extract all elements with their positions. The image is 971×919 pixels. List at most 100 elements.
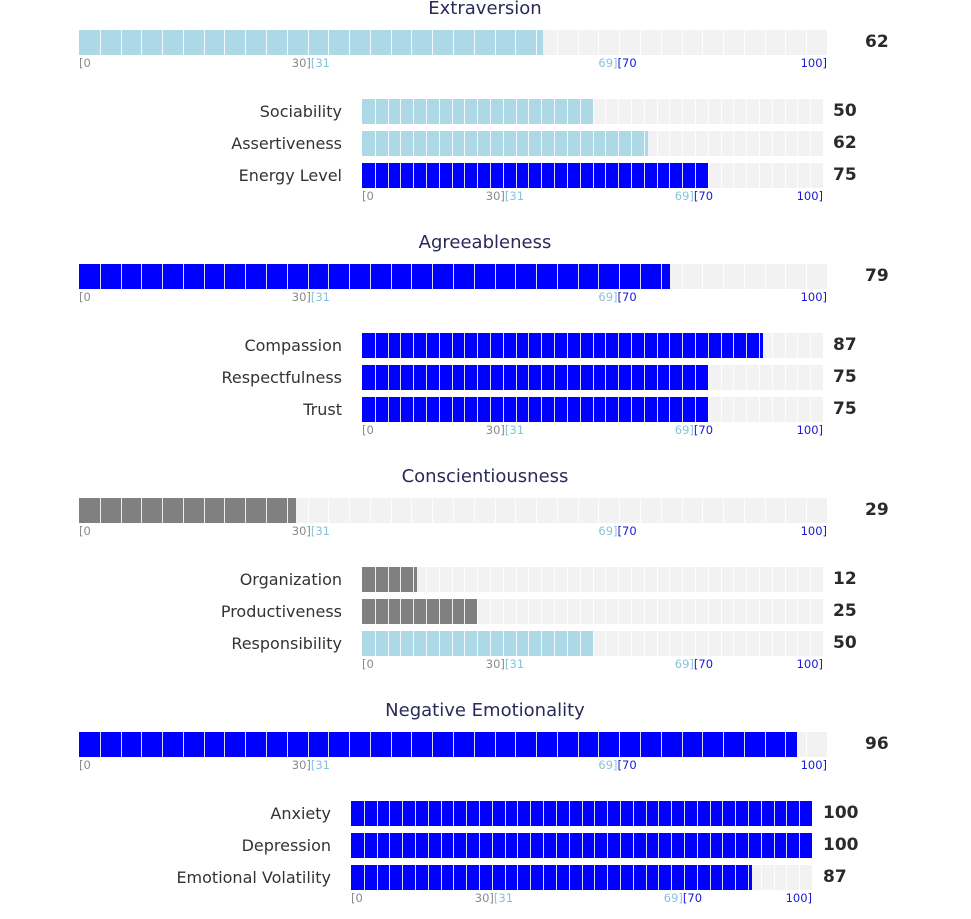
bar-segment-divider [593, 99, 594, 124]
bar-segment-divider [536, 264, 537, 289]
bar-segment-divider [598, 732, 599, 757]
value-label: 87 [823, 867, 847, 887]
bar-segment-divider [785, 397, 786, 422]
value-label: 100 [823, 835, 859, 855]
bar-segment-divider [490, 365, 491, 390]
bar-segment-divider [389, 801, 390, 826]
bar-segment-divider [452, 567, 453, 592]
bar-segment-divider [722, 833, 723, 858]
bar-segment-divider [413, 333, 414, 358]
bar-segment-divider [744, 498, 745, 523]
tick-end: 100] [800, 758, 827, 772]
bar-segment-divider [669, 99, 670, 124]
bar-segment-divider [490, 99, 491, 124]
bar-segment-divider [224, 498, 225, 523]
bar-segment-divider [772, 365, 773, 390]
bar-segment-divider [658, 865, 659, 890]
bar-segment-divider [452, 365, 453, 390]
bar-segment-divider [388, 131, 389, 156]
bar-segment-divider [536, 498, 537, 523]
bar-segment-divider [441, 801, 442, 826]
bar-segment-divider [515, 264, 516, 289]
bar-segment-divider [605, 99, 606, 124]
facet-label: Depression [241, 836, 331, 855]
bar-segment-divider [503, 567, 504, 592]
bar-segment-divider [432, 264, 433, 289]
bar-segment-divider [799, 833, 800, 858]
bar-segment-divider [308, 498, 309, 523]
bar-segment-divider [528, 99, 529, 124]
bar-segment-divider [671, 865, 672, 890]
bar-segment-divider [797, 567, 798, 592]
bar-segment-divider [503, 631, 504, 656]
bar-segment-divider [618, 99, 619, 124]
bar-segment-divider [644, 131, 645, 156]
bar-segment-divider [528, 567, 529, 592]
tick-end: 100] [800, 524, 827, 538]
bar-segment-divider [557, 264, 558, 289]
bar-segment-divider [426, 163, 427, 188]
bar-segment-divider [644, 99, 645, 124]
bar-segment-divider [554, 333, 555, 358]
bar-segment-divider [695, 567, 696, 592]
bar-segment-divider [708, 599, 709, 624]
bar-segment-divider [710, 801, 711, 826]
tick-end: 100] [785, 891, 812, 905]
bar-segment-divider [503, 163, 504, 188]
bar-segment-divider [744, 30, 745, 55]
bar-segment-divider [541, 365, 542, 390]
bar-segment-divider [631, 397, 632, 422]
bar-segment-divider [453, 732, 454, 757]
bar-segment-divider [631, 99, 632, 124]
bar-segment-divider [620, 801, 621, 826]
bar-segment-divider [723, 30, 724, 55]
bar-segment-divider [349, 30, 350, 55]
bar-segment-divider [746, 599, 747, 624]
bar-segment-divider [661, 264, 662, 289]
bar-segment-divider [785, 567, 786, 592]
bar-segment-divider [556, 865, 557, 890]
facet-bar-fill [362, 397, 708, 422]
bar-segment-divider [428, 865, 429, 890]
bar-segment-divider [605, 333, 606, 358]
tick-mid-start: [31 [504, 189, 525, 203]
bar-segment-divider [411, 498, 412, 523]
bar-segment-divider [389, 833, 390, 858]
bar-segment-divider [287, 498, 288, 523]
value-label: 75 [833, 165, 857, 185]
bar-segment-divider [785, 131, 786, 156]
bar-segment-divider [810, 99, 811, 124]
bar-segment-divider [388, 365, 389, 390]
bar-segment-divider [464, 99, 465, 124]
bar-segment-divider [505, 801, 506, 826]
bar-segment-divider [633, 833, 634, 858]
bar-segment-divider [413, 163, 414, 188]
tick-start: [0 [362, 189, 374, 203]
bar-segment-divider [375, 365, 376, 390]
bar-segment-divider [669, 333, 670, 358]
bar-segment-divider [541, 333, 542, 358]
bar-segment-divider [748, 801, 749, 826]
bar-segment-divider [328, 264, 329, 289]
bar-segment-divider [515, 30, 516, 55]
bar-segment-divider [479, 801, 480, 826]
bar-segment-divider [607, 833, 608, 858]
bar-segment-divider [721, 397, 722, 422]
bar-segment-divider [349, 732, 350, 757]
tick-high-start: [70 [617, 56, 637, 70]
bar-segment-divider [799, 865, 800, 890]
facet-bar-track [362, 365, 823, 390]
bar-segment-divider [785, 333, 786, 358]
bar-segment-divider [162, 30, 163, 55]
bar-segment-divider [708, 631, 709, 656]
value-label: 62 [865, 32, 889, 52]
bar-segment-divider [452, 631, 453, 656]
bar-segment-divider [605, 631, 606, 656]
bar-segment-divider [618, 131, 619, 156]
bar-segment-divider [400, 163, 401, 188]
bar-segment-divider [428, 833, 429, 858]
bar-segment-divider [567, 365, 568, 390]
bar-segment-divider [695, 99, 696, 124]
bar-segment-divider [530, 865, 531, 890]
